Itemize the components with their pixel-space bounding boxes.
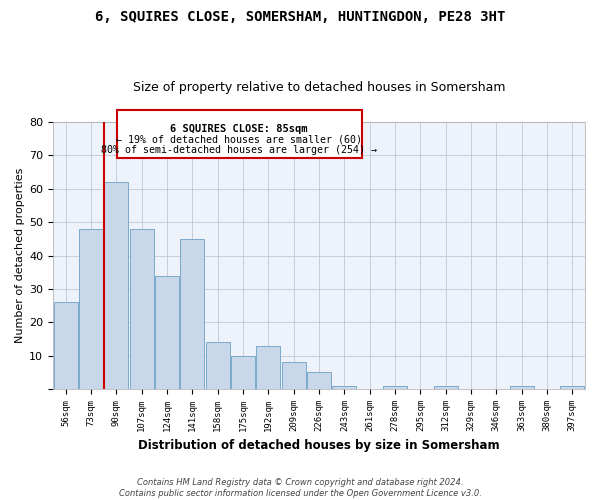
Bar [104,182,128,389]
Bar [332,386,356,389]
Bar [130,229,154,389]
Text: 6, SQUIRES CLOSE, SOMERSHAM, HUNTINGDON, PE28 3HT: 6, SQUIRES CLOSE, SOMERSHAM, HUNTINGDON,… [95,10,505,24]
Title: Size of property relative to detached houses in Somersham: Size of property relative to detached ho… [133,82,505,94]
Bar [53,302,78,389]
Bar [231,356,255,389]
Bar [509,386,534,389]
Bar [155,276,179,389]
Bar [206,342,230,389]
Bar [434,386,458,389]
Bar [560,386,584,389]
Bar [79,229,103,389]
Bar [181,239,205,389]
Text: 6 SQUIRES CLOSE: 85sqm: 6 SQUIRES CLOSE: 85sqm [170,124,308,134]
Text: Contains HM Land Registry data © Crown copyright and database right 2024.
Contai: Contains HM Land Registry data © Crown c… [119,478,481,498]
FancyBboxPatch shape [117,110,362,158]
Text: 80% of semi-detached houses are larger (254) →: 80% of semi-detached houses are larger (… [101,144,377,154]
Bar [307,372,331,389]
Text: ← 19% of detached houses are smaller (60): ← 19% of detached houses are smaller (60… [116,134,362,144]
Bar [281,362,306,389]
X-axis label: Distribution of detached houses by size in Somersham: Distribution of detached houses by size … [138,440,500,452]
Bar [383,386,407,389]
Y-axis label: Number of detached properties: Number of detached properties [15,168,25,344]
Bar [256,346,280,389]
